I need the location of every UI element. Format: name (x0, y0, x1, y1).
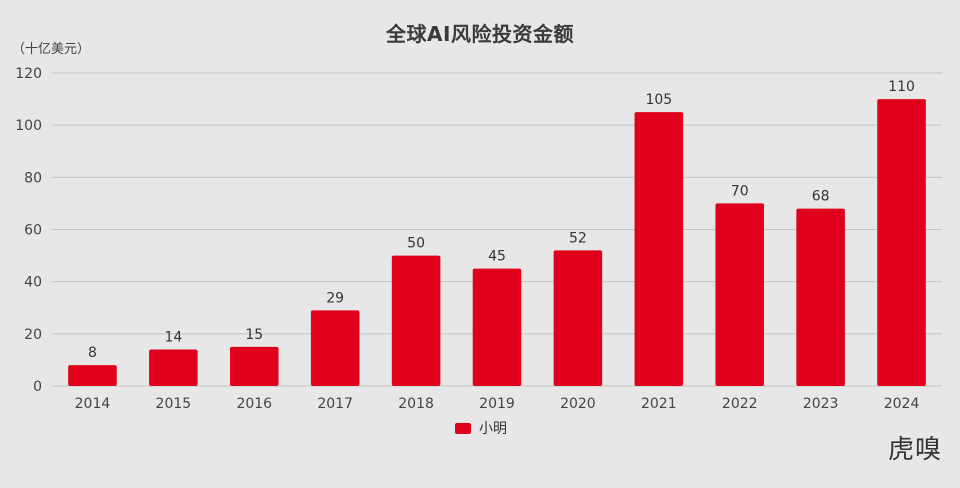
y-tick-label: 120 (15, 66, 42, 82)
chart-title: 全球AI风险投资金额 (386, 22, 574, 46)
bar (553, 250, 603, 386)
bar (796, 208, 845, 386)
bar (634, 112, 684, 386)
bar (391, 255, 441, 386)
bar (149, 349, 198, 386)
y-tick-label: 20 (24, 327, 42, 343)
x-tick-label: 2020 (560, 396, 596, 412)
y-tick-label: 0 (33, 379, 42, 395)
x-tick-label: 2015 (156, 396, 192, 412)
x-tick-label: 2024 (884, 396, 920, 412)
x-tick-label: 2019 (479, 396, 515, 412)
bar (68, 365, 117, 386)
data-label: 14 (164, 329, 182, 345)
bar (877, 99, 926, 386)
x-tick-label: 2023 (803, 396, 839, 412)
y-axis-unit-label: （十亿美元） (12, 42, 91, 57)
data-label: 29 (326, 290, 344, 306)
y-tick-label: 100 (15, 118, 42, 134)
legend[interactable]: 小明 (455, 418, 507, 438)
legend-swatch (455, 422, 471, 434)
y-tick-label: 60 (24, 223, 42, 239)
data-label: 68 (812, 189, 830, 205)
data-label: 52 (569, 230, 587, 246)
bar (472, 268, 522, 386)
x-tick-label: 2021 (641, 396, 677, 412)
data-label: 50 (407, 236, 425, 252)
x-tick-label: 2018 (398, 396, 434, 412)
y-tick-label: 80 (24, 170, 42, 186)
data-label: 15 (245, 327, 263, 343)
data-label: 8 (88, 345, 97, 361)
bar (715, 203, 764, 386)
watermark-logo: 虎嗅 (887, 435, 942, 465)
data-label: 105 (645, 92, 672, 108)
legend-label: 小明 (479, 421, 507, 437)
x-tick-label: 2014 (75, 396, 111, 412)
x-tick-label: 2016 (236, 396, 272, 412)
bar (230, 346, 279, 386)
y-tick-label: 40 (24, 275, 42, 291)
data-label: 110 (888, 79, 915, 95)
x-tick-label: 2017 (317, 396, 353, 412)
x-tick-label: 2022 (722, 396, 758, 412)
bar (310, 310, 360, 386)
data-label: 70 (731, 183, 749, 199)
data-label: 45 (488, 249, 506, 265)
